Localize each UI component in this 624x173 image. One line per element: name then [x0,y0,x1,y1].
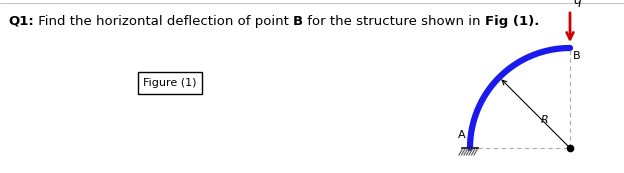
Text: B: B [573,51,580,61]
Text: R: R [540,115,548,125]
Text: B: B [293,15,303,28]
Text: Find the horizontal deflection of point: Find the horizontal deflection of point [34,15,293,28]
Text: A: A [459,130,466,140]
Text: Q1:: Q1: [8,15,34,28]
Text: for the structure shown in: for the structure shown in [303,15,485,28]
Text: q: q [573,0,581,7]
Text: Figure (1): Figure (1) [144,78,197,88]
Text: Fig (1).: Fig (1). [485,15,539,28]
